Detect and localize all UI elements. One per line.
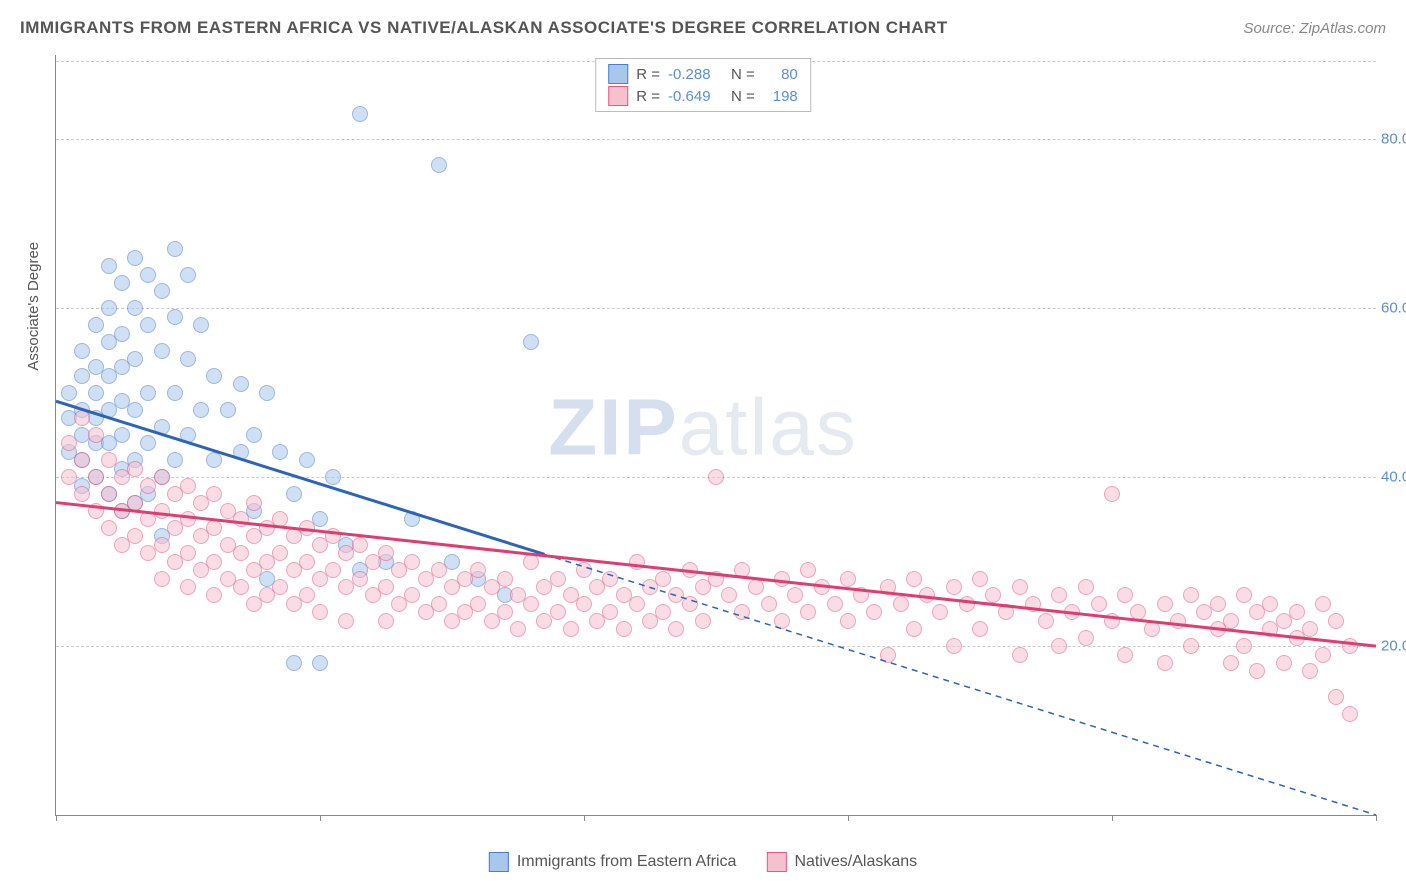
x-tick — [584, 815, 585, 821]
legend-label: Natives/Alaskans — [794, 853, 917, 871]
x-tick — [56, 815, 57, 821]
n-label: N = — [731, 88, 755, 105]
series-legend: 0.0% 100.0% Immigrants from Eastern Afri… — [489, 852, 917, 872]
swatch-icon — [608, 86, 628, 106]
r-value: -0.649 — [668, 88, 723, 105]
regression-lines — [56, 55, 1376, 815]
n-value: 80 — [763, 66, 798, 83]
x-tick — [1112, 815, 1113, 821]
chart-title: IMMIGRANTS FROM EASTERN AFRICA VS NATIVE… — [20, 18, 948, 38]
plot-area: 20.0%40.0%60.0%80.0% — [55, 55, 1376, 816]
swatch-icon — [766, 852, 786, 872]
y-tick-label: 40.0% — [1381, 469, 1406, 486]
swatch-icon — [489, 852, 509, 872]
y-tick-label: 60.0% — [1381, 300, 1406, 317]
legend-row: R = -0.649 N = 198 — [608, 85, 798, 107]
n-label: N = — [731, 66, 755, 83]
r-label: R = — [636, 88, 660, 105]
r-label: R = — [636, 66, 660, 83]
r-value: -0.288 — [668, 66, 723, 83]
correlation-legend: R = -0.288 N = 80 R = -0.649 N = 198 — [595, 58, 811, 112]
legend-label: Immigrants from Eastern Africa — [517, 853, 737, 871]
swatch-icon — [608, 64, 628, 84]
source-label: Source: ZipAtlas.com — [1243, 20, 1386, 37]
x-tick — [320, 815, 321, 821]
legend-item: Natives/Alaskans — [766, 852, 917, 872]
y-axis-title: Associate's Degree — [25, 242, 42, 371]
y-tick-label: 80.0% — [1381, 131, 1406, 148]
y-tick-label: 20.0% — [1381, 638, 1406, 655]
x-tick — [848, 815, 849, 821]
legend-item: Immigrants from Eastern Africa — [489, 852, 737, 872]
x-tick — [1376, 815, 1377, 821]
legend-row: R = -0.288 N = 80 — [608, 63, 798, 85]
n-value: 198 — [763, 88, 798, 105]
